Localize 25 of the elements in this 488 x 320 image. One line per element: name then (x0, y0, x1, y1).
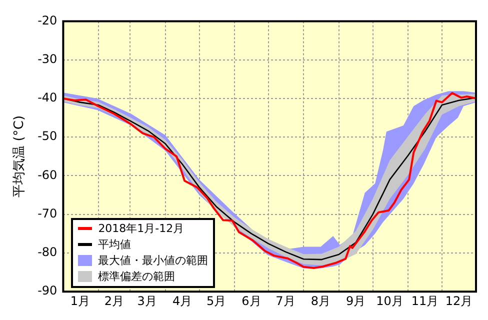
x-tick-label: 7月 (276, 294, 296, 308)
y-tick-label: -50 (38, 129, 58, 144)
y-tick-label: -90 (38, 284, 58, 298)
legend-label: 平均値 (98, 236, 132, 253)
x-tick-label: 9月 (346, 294, 366, 308)
legend-label: 標準偏差の範囲 (98, 268, 176, 285)
y-axis-title: 平均気温 (°C) (12, 115, 28, 198)
x-tick-label: 3月 (137, 294, 157, 308)
y-tick-label: -70 (38, 206, 58, 220)
x-tick-label: 11月 (411, 294, 439, 308)
x-tick-label: 10月 (376, 294, 404, 308)
x-tick-label: 12月 (445, 294, 473, 308)
legend-label: 2018年1月-12月 (98, 220, 184, 237)
x-tick-label: 2月 (104, 294, 124, 308)
legend-label: 最大値・最小値の範囲 (98, 252, 208, 269)
x-tick-label: 5月 (206, 294, 226, 308)
y-tick-label: -80 (38, 245, 58, 260)
x-tick-label: 4月 (172, 294, 192, 308)
x-tick-label: 1月 (70, 294, 90, 308)
y-tick-label: -60 (38, 168, 58, 182)
y-tick-label: -20 (38, 13, 58, 28)
x-tick-label: 8月 (310, 294, 330, 308)
x-tick-label: 6月 (242, 294, 262, 308)
y-tick-label: -40 (38, 90, 58, 105)
y-tick-label: -30 (38, 52, 58, 66)
